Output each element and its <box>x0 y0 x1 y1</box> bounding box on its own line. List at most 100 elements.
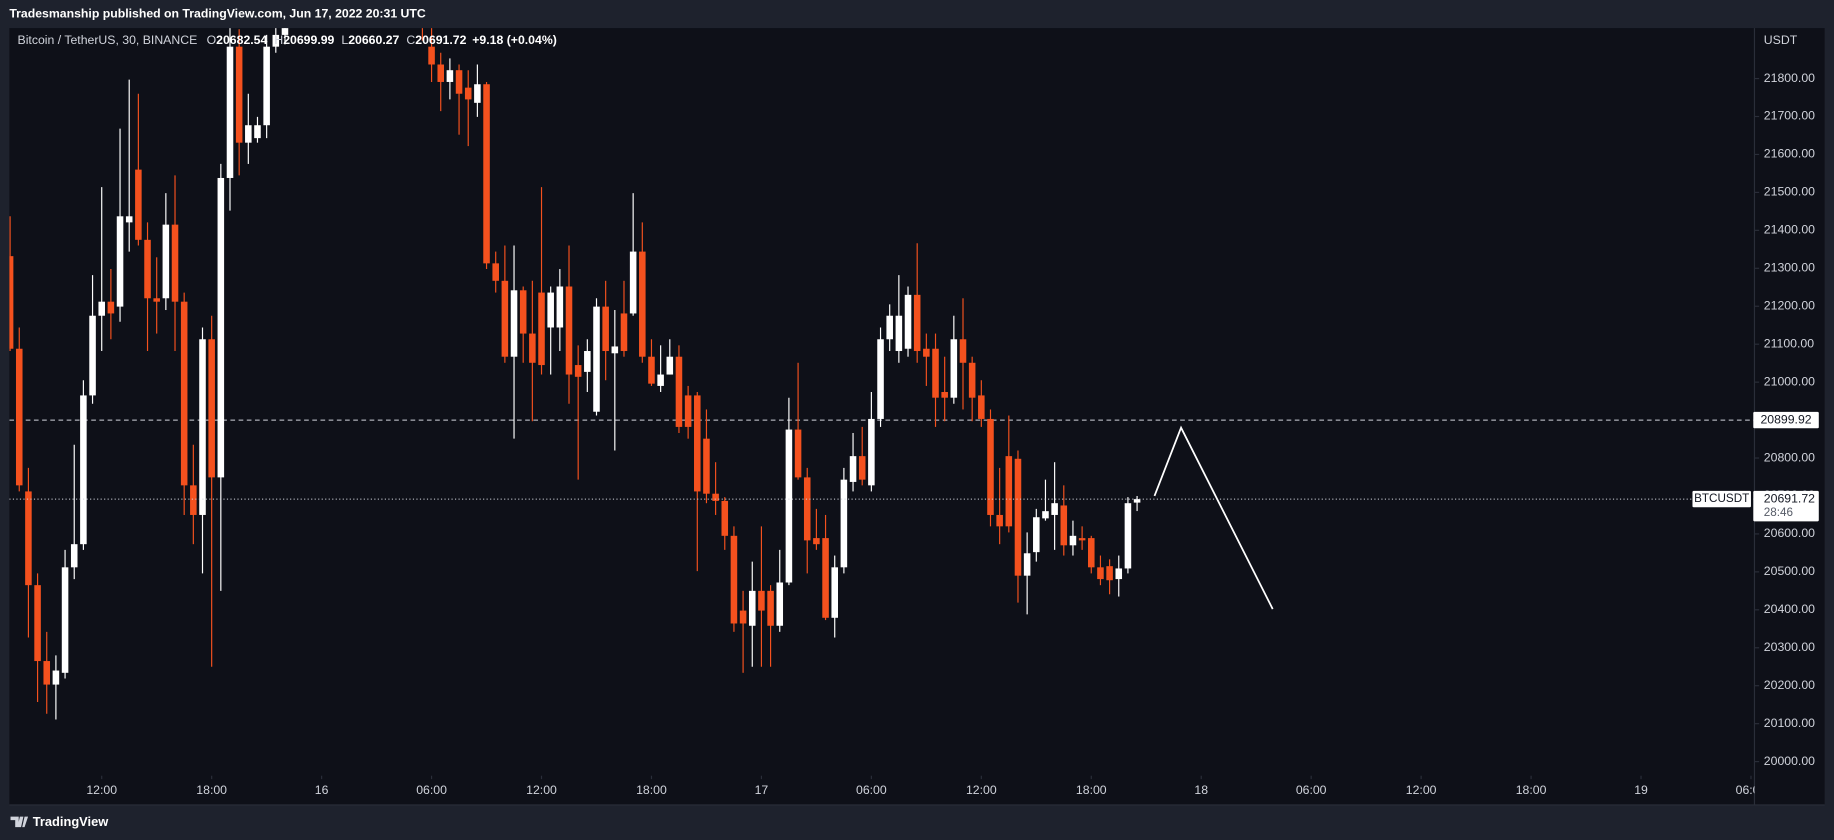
candle-body <box>978 395 985 419</box>
x-tick-label: 12:00 <box>966 783 997 797</box>
candle-body <box>1106 566 1113 581</box>
candle-body <box>226 46 234 178</box>
x-tick-label: 18:00 <box>1076 783 1107 797</box>
candle-body <box>904 294 912 349</box>
candle-body <box>1124 503 1132 569</box>
x-tick-label: 18:00 <box>1516 783 1547 797</box>
candle-body <box>639 251 646 357</box>
y-tick-label: 20600.00 <box>1764 526 1815 540</box>
candle-body <box>98 301 105 316</box>
x-tick-label: 17 <box>755 783 769 797</box>
legend-ohlc-label: L <box>341 33 348 47</box>
logo-mark <box>10 816 29 828</box>
candle-body <box>602 306 609 352</box>
candle-body <box>694 395 701 492</box>
x-tick-label: 06:00 <box>416 783 447 797</box>
legend-ohlc-value: 20682.54 <box>216 33 267 47</box>
candle-body <box>510 290 518 357</box>
candle-body <box>538 292 545 366</box>
candle-body <box>593 306 600 412</box>
candle-body <box>849 456 857 482</box>
candle-body <box>1051 503 1058 515</box>
x-tick-label: 18:00 <box>196 783 227 797</box>
x-tick-label: 18 <box>1194 783 1208 797</box>
candle-body <box>272 34 280 47</box>
candle-body <box>208 339 215 478</box>
candle-body <box>703 438 710 494</box>
footer-brand: TradingView <box>33 814 109 829</box>
candle-body <box>1097 567 1104 580</box>
currency-label: USDT <box>1764 33 1798 47</box>
candle-body <box>996 514 1003 527</box>
candle-body <box>794 429 802 478</box>
y-tick-label: 20400.00 <box>1764 602 1815 616</box>
candle-body <box>913 294 921 352</box>
annotation-path <box>1153 425 1274 610</box>
legend-ohlc-label: O <box>207 33 217 47</box>
candle-body <box>501 280 509 357</box>
candle-body <box>950 339 958 398</box>
y-tick-label: 20000.00 <box>1764 754 1815 768</box>
y-tick-label: 21200.00 <box>1764 298 1815 312</box>
x-tick-label: 06:00 <box>1296 783 1327 797</box>
candle-body <box>858 456 866 480</box>
candle-body <box>199 339 206 515</box>
y-tick-label: 21500.00 <box>1764 185 1815 199</box>
candle-body <box>144 239 151 299</box>
candle-body <box>831 567 838 618</box>
candle-body <box>776 582 784 626</box>
candle-body <box>190 485 197 515</box>
x-tick-label: 16 <box>315 783 329 797</box>
candle-body <box>813 538 820 545</box>
candle-body <box>620 313 628 352</box>
x-tick-label: 06:00 <box>1736 783 1767 797</box>
y-tick-label: 21700.00 <box>1764 109 1815 123</box>
candle-body <box>803 477 811 541</box>
candle-body <box>868 418 875 486</box>
countdown-label: 28:46 <box>1764 506 1793 519</box>
candle-body <box>767 590 774 626</box>
candle-body <box>895 315 903 352</box>
x-tick-label: 18:00 <box>636 783 667 797</box>
publish-header: Tradesmanship published on TradingView.c… <box>9 6 426 20</box>
candle-body <box>877 339 884 419</box>
candle-body <box>52 670 60 685</box>
candle-body <box>171 224 179 302</box>
candle-body <box>822 538 829 618</box>
candle-body <box>1042 511 1049 519</box>
candle-body <box>1088 538 1095 568</box>
candle-body <box>648 356 655 384</box>
candle-body <box>886 315 893 340</box>
x-tick-label: 12:00 <box>526 783 557 797</box>
candle-body <box>116 216 124 307</box>
candle-body <box>932 348 939 398</box>
level-label-box <box>1753 411 1819 429</box>
candle-body <box>437 64 445 82</box>
last-price-label: 20691.72 <box>1764 491 1815 505</box>
candle-body <box>80 395 87 545</box>
candle-body <box>9 256 14 349</box>
y-tick-label: 20200.00 <box>1764 678 1815 692</box>
y-tick-label: 21000.00 <box>1764 374 1815 388</box>
candle-body <box>565 286 573 375</box>
candle-body <box>254 125 261 139</box>
candle-body <box>758 590 765 611</box>
candle-body <box>785 429 793 583</box>
y-tick-label: 21800.00 <box>1764 71 1815 85</box>
candle-body <box>712 493 719 501</box>
candle-body <box>1078 538 1086 541</box>
legend-ohlc-label: H <box>274 33 283 47</box>
candle-body <box>730 535 738 624</box>
candle-body <box>529 333 536 363</box>
candle-body <box>666 356 674 375</box>
candle-body <box>25 491 32 586</box>
candle-body <box>1005 456 1013 527</box>
candle-body <box>1033 517 1040 553</box>
candle-body <box>483 84 490 264</box>
candle-body <box>235 46 243 143</box>
candle-body <box>675 356 683 427</box>
candle-body <box>263 46 270 126</box>
symbol-label: BTCUSDT <box>1694 492 1749 505</box>
last-price-box <box>1753 490 1819 522</box>
